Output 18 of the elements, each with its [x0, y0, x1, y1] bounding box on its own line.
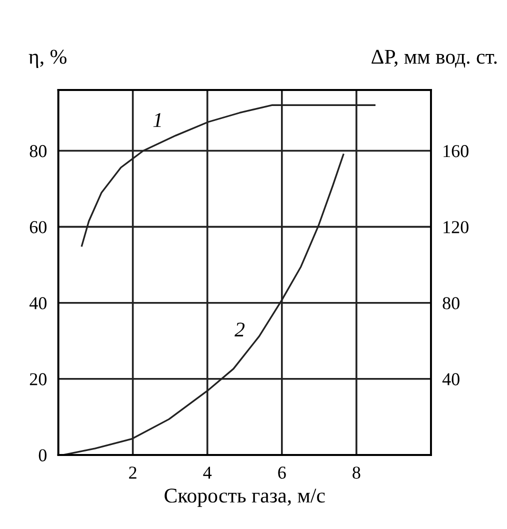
x-tick-label: 8 [352, 466, 360, 479]
y2-tick-label: 80 [442, 297, 460, 310]
y-tick-label: 60 [30, 221, 47, 234]
x-tick-label: 2 [129, 466, 136, 479]
y2-tick-label: 160 [444, 145, 468, 158]
y-tick-label: 20 [30, 373, 47, 386]
y-tick-label: 40 [29, 297, 47, 310]
y2-tick-label: 120 [444, 221, 468, 234]
x-tick-label: 4 [203, 466, 212, 479]
y-tick-label: 80 [30, 145, 47, 158]
y-axis-title: η, % [28, 50, 66, 68]
x-axis-title: Скорость газа, м/с [164, 488, 325, 507]
y-tick-label: 0 [38, 449, 47, 462]
x-tick-label: 6 [278, 466, 286, 479]
y2-axis-title: ΔP, мм вод. ст. [372, 50, 497, 68]
annotation: 1 [153, 113, 161, 127]
annotation: 2 [234, 322, 245, 336]
y2-tick-label: 40 [442, 373, 460, 386]
